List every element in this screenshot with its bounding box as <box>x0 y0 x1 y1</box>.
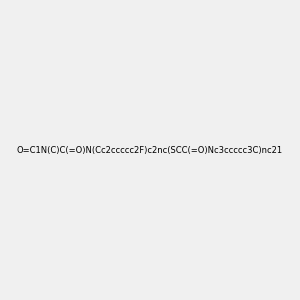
Text: O=C1N(C)C(=O)N(Cc2ccccc2F)c2nc(SCC(=O)Nc3ccccc3C)nc21: O=C1N(C)C(=O)N(Cc2ccccc2F)c2nc(SCC(=O)Nc… <box>17 146 283 154</box>
